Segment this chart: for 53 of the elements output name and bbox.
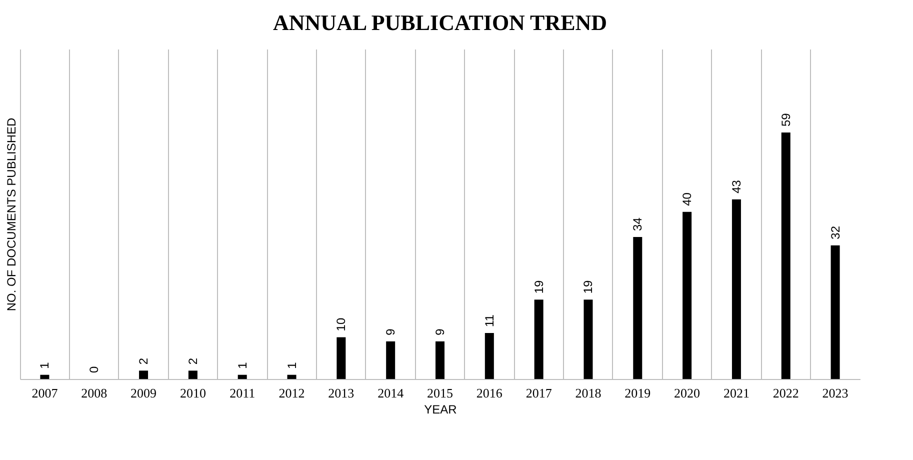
bar (386, 341, 396, 379)
x-tick-label: 2007 (32, 386, 58, 400)
data-label: 9 (433, 328, 447, 336)
data-label: 2 (186, 358, 200, 365)
bar (139, 370, 148, 379)
data-label: 34 (630, 217, 645, 231)
data-label: 0 (87, 366, 102, 373)
x-tick-label: 2021 (723, 386, 750, 400)
x-tick-label: 2014 (378, 386, 404, 400)
bar (40, 374, 50, 379)
x-tick-label: 2013 (328, 386, 354, 400)
y-axis-title: NO. OF DOCUMENTS PUBLISHED (4, 117, 18, 312)
x-tick-label: 2016 (476, 386, 503, 400)
x-tick-label: 2018 (575, 386, 602, 400)
data-label: 32 (828, 226, 842, 240)
bar (830, 245, 840, 379)
data-label: 1 (38, 362, 52, 369)
x-axis-title: YEAR (424, 402, 458, 416)
bar (534, 300, 544, 379)
bar (732, 199, 741, 379)
chart-title: ANNUAL PUBLICATION TREND (272, 10, 608, 35)
data-label: 19 (532, 280, 546, 294)
data-label: 1 (235, 362, 250, 369)
x-tick-label: 2023 (822, 386, 848, 400)
x-tick-label: 2010 (180, 386, 206, 400)
x-tick-label: 2009 (130, 386, 157, 400)
bar (633, 236, 642, 379)
data-label: 59 (778, 112, 793, 127)
bar (584, 300, 593, 379)
data-label: 2 (136, 358, 151, 365)
data-label: 40 (680, 192, 694, 206)
x-tick-label: 2008 (81, 386, 108, 400)
bar (336, 337, 346, 379)
data-label: 19 (581, 280, 596, 294)
data-label: 43 (729, 180, 744, 194)
data-label: 11 (482, 314, 496, 328)
data-label: 9 (384, 328, 398, 336)
bar (238, 374, 247, 379)
x-tick-label: 2020 (674, 386, 700, 400)
x-tick-label: 2019 (624, 386, 651, 400)
x-tick-label: 2011 (230, 386, 256, 400)
bar (484, 333, 494, 379)
bar (287, 374, 296, 379)
x-tick-label: 2015 (427, 386, 453, 400)
bar (188, 370, 198, 379)
bar (436, 341, 444, 379)
data-label: 10 (334, 318, 348, 332)
x-tick-label: 2012 (278, 386, 305, 400)
x-tick-label: 2017 (526, 386, 552, 400)
bar (682, 212, 692, 379)
data-label: 1 (284, 362, 299, 369)
bar (781, 132, 790, 379)
x-tick-label: 2022 (772, 386, 799, 400)
